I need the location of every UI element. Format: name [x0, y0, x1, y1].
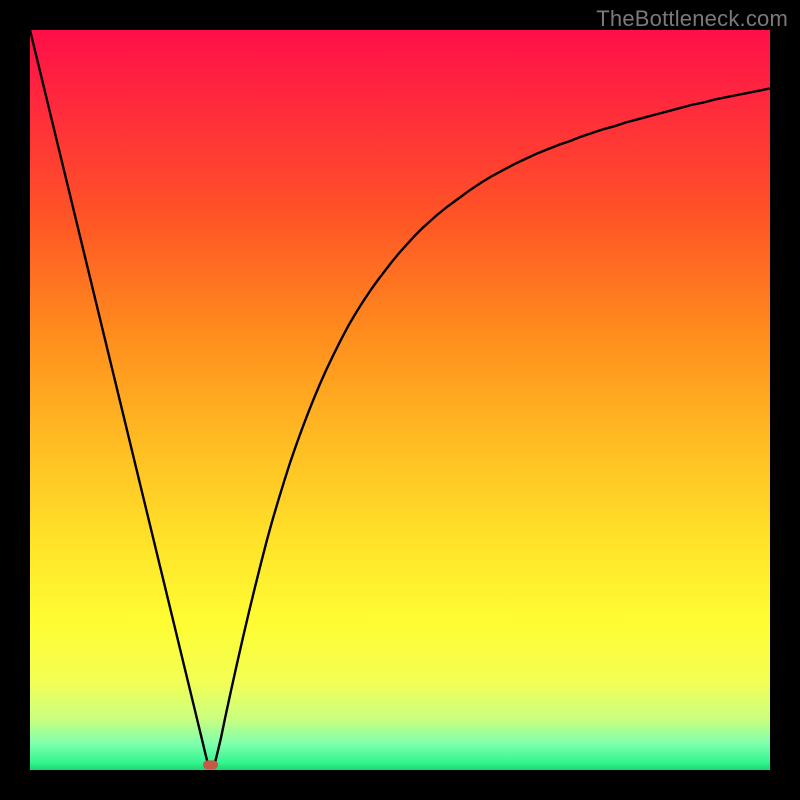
minimum-marker: [203, 760, 218, 769]
chart-container: TheBottleneck.com: [0, 0, 800, 800]
chart-svg: [30, 30, 770, 770]
gradient-background: [30, 30, 770, 770]
watermark-text: TheBottleneck.com: [596, 6, 788, 32]
plot-area: [30, 30, 770, 770]
